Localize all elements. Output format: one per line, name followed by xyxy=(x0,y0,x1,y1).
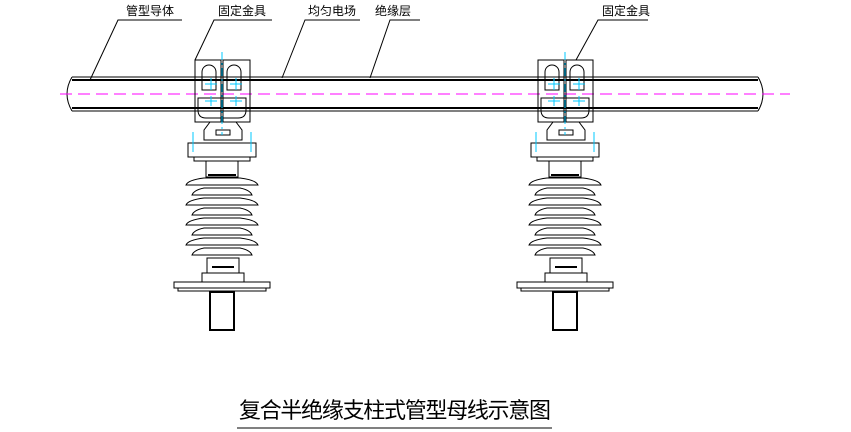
label-conductor: 管型导体 xyxy=(126,3,174,18)
label-uniform-field: 均匀电场 xyxy=(308,4,356,18)
tubular-conductor xyxy=(60,76,790,112)
label-insulation-layer: 绝缘层 xyxy=(375,3,411,18)
diagram-title: 复合半绝缘支柱式管型母线示意图 xyxy=(239,399,551,424)
label-fitting-right: 固定金具 xyxy=(602,3,650,18)
label-fitting-left: 固定金具 xyxy=(218,3,266,18)
leader-lines xyxy=(89,19,648,81)
